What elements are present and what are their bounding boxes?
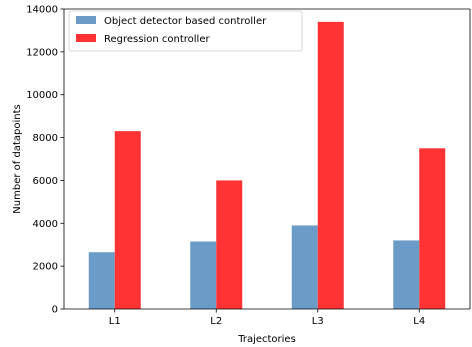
- x-tick-label: L4: [413, 316, 425, 327]
- bar-object-detector-L2: [190, 241, 217, 309]
- x-tick-label: L2: [210, 316, 222, 327]
- legend-frame: [68, 10, 303, 52]
- y-tick-label: 10000: [26, 90, 58, 101]
- bar-regression-L2: [216, 180, 243, 309]
- y-tick-label: 6000: [33, 176, 58, 187]
- legend: Object detector based controller Regress…: [68, 10, 303, 52]
- y-tick-label: 8000: [33, 133, 58, 144]
- y-tick-label: 4000: [33, 219, 58, 230]
- x-tick-label: L1: [109, 316, 121, 327]
- bar-regression-L1: [114, 131, 141, 309]
- legend-label-regression: Regression controller: [104, 34, 210, 45]
- legend-swatch-regression: [76, 34, 96, 42]
- x-axis-ticks: L1 L2 L3 L4: [109, 309, 425, 327]
- y-tick-label: 0: [52, 305, 58, 316]
- bar-regression-L4: [419, 148, 446, 309]
- bar-object-detector-L1: [88, 252, 115, 309]
- y-axis-ticks: 0 2000 4000 6000 8000 10000 12000 14000: [26, 5, 64, 316]
- y-tick-label: 14000: [26, 5, 58, 16]
- x-tick-label: L3: [312, 316, 324, 327]
- bar-regression-L3: [317, 21, 344, 309]
- x-axis-title: Trajectories: [237, 334, 296, 345]
- bars-layer: [88, 21, 446, 309]
- y-axis-title: Number of datapoints: [12, 104, 23, 213]
- y-tick-label: 12000: [26, 47, 58, 58]
- bar-object-detector-L4: [393, 240, 420, 309]
- legend-swatch-object-detector: [76, 16, 96, 24]
- bar-object-detector-L3: [291, 225, 318, 309]
- legend-label-object-detector: Object detector based controller: [104, 16, 267, 27]
- y-tick-label: 2000: [33, 262, 58, 273]
- axes-layer: [63, 8, 471, 310]
